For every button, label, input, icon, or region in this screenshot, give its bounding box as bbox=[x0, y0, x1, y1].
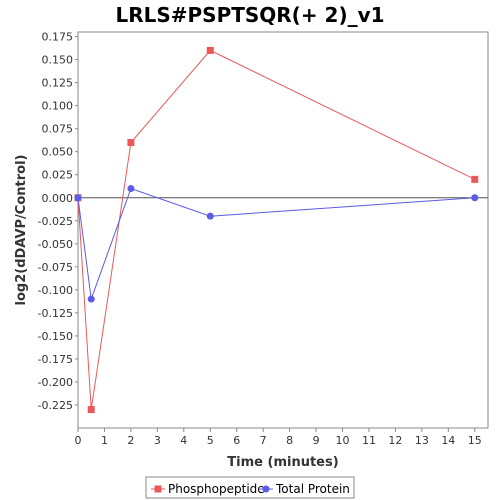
x-tick-label: 7 bbox=[260, 434, 267, 447]
x-tick-label: 12 bbox=[388, 434, 402, 447]
data-point-total-protein bbox=[471, 194, 479, 202]
y-tick-label: 0.025 bbox=[42, 169, 74, 182]
x-tick-label: 13 bbox=[415, 434, 429, 447]
y-tick-label: -0.200 bbox=[38, 376, 73, 389]
chart-title: LRLS#PSPTSQR(+ 2)_v1 bbox=[115, 3, 384, 27]
data-point-phosphopeptide bbox=[87, 406, 95, 414]
y-tick-label: 0.175 bbox=[42, 31, 74, 44]
y-tick-label: 0.050 bbox=[42, 146, 74, 159]
x-tick-label: 11 bbox=[362, 434, 376, 447]
x-tick-label: 0 bbox=[75, 434, 82, 447]
y-tick-label: -0.150 bbox=[38, 330, 73, 343]
x-tick-label: 8 bbox=[286, 434, 293, 447]
data-point-total-protein bbox=[127, 185, 135, 193]
x-tick-label: 2 bbox=[127, 434, 134, 447]
legend-marker-circle bbox=[262, 485, 270, 493]
data-point-total-protein bbox=[74, 194, 82, 202]
legend-label: Total Protein bbox=[275, 482, 350, 496]
y-tick-label: 0.125 bbox=[42, 77, 74, 90]
x-tick-label: 10 bbox=[336, 434, 350, 447]
y-tick-label: -0.125 bbox=[38, 307, 73, 320]
y-tick-label: 0.100 bbox=[42, 100, 74, 113]
y-tick-label: -0.050 bbox=[38, 238, 73, 251]
y-tick-label: 0.150 bbox=[42, 54, 74, 67]
y-tick-label: -0.025 bbox=[38, 215, 73, 228]
legend-label: Phosphopeptide bbox=[168, 482, 265, 496]
y-tick-label: -0.100 bbox=[38, 284, 73, 297]
y-tick-label: -0.225 bbox=[38, 399, 73, 412]
x-axis-title: Time (minutes) bbox=[227, 455, 338, 470]
legend-box bbox=[145, 476, 355, 499]
y-tick-label: 0.000 bbox=[42, 192, 74, 205]
y-tick-label: -0.175 bbox=[38, 353, 73, 366]
x-tick-label: 5 bbox=[207, 434, 214, 447]
data-point-phosphopeptide bbox=[127, 139, 135, 147]
data-point-phosphopeptide bbox=[471, 175, 479, 183]
plot-area bbox=[77, 31, 489, 429]
x-tick-label: 4 bbox=[180, 434, 187, 447]
x-tick-label: 3 bbox=[154, 434, 161, 447]
legend: Phosphopeptide Total Protein bbox=[145, 476, 355, 499]
y-tick-label: -0.075 bbox=[38, 261, 73, 274]
data-point-total-protein bbox=[87, 295, 95, 303]
x-tick-label: 14 bbox=[441, 434, 455, 447]
x-tick-label: 15 bbox=[468, 434, 482, 447]
y-axis: 0.175 0.150 0.125 0.100 0.075 0.050 0.025 0.000… bbox=[38, 31, 78, 412]
series-layer bbox=[74, 46, 479, 414]
x-tick-label: 1 bbox=[101, 434, 108, 447]
y-axis-title: log2(dDAVP/Control) bbox=[14, 155, 29, 306]
x-tick-label: 9 bbox=[313, 434, 320, 447]
legend-marker-square bbox=[154, 485, 162, 493]
data-point-phosphopeptide bbox=[206, 46, 214, 54]
x-axis: 0 1 2 3 4 5 6 7 8 9 10 11 12 13 14 15 bbox=[75, 428, 482, 447]
x-tick-label: 6 bbox=[233, 434, 240, 447]
y-tick-label: 0.075 bbox=[42, 123, 74, 136]
data-point-total-protein bbox=[206, 212, 214, 220]
